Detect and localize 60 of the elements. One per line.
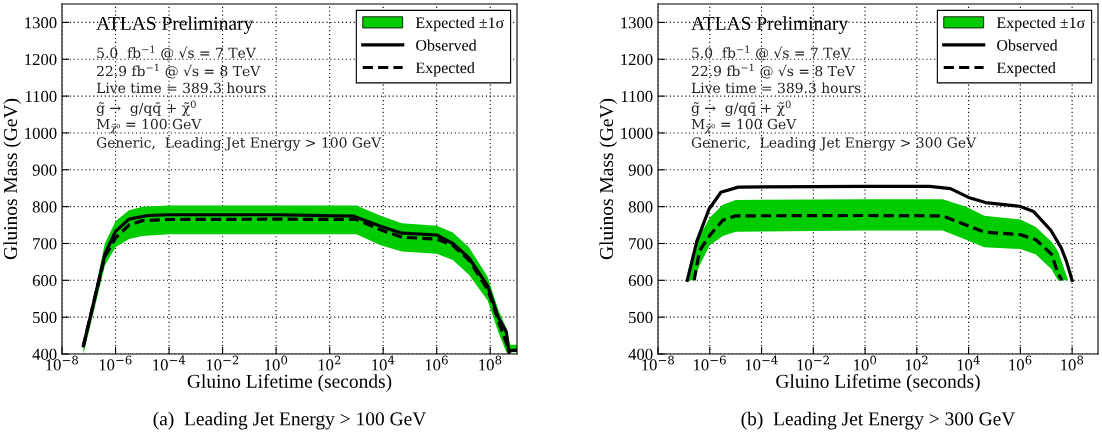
- y-tick-label: 800: [628, 201, 653, 213]
- y-tick-label: 1000: [25, 127, 57, 139]
- x-tick-label: 10$^{6}$: [425, 355, 448, 371]
- annotation: 22.9 fb$^{−1}$ @ √s = 8 TeV: [691, 63, 856, 79]
- x-tick-label: 10$^{6}$: [1009, 355, 1032, 371]
- x-tick-label: 10$^{−2}$: [206, 355, 239, 371]
- y-tick-label: 1200: [25, 53, 57, 66]
- legend-label: Expected: [996, 62, 1056, 77]
- legend-label: Expected ±1σ: [996, 16, 1085, 32]
- y-tick-label: 500: [629, 311, 653, 324]
- y-tick-label: 1300: [621, 17, 653, 29]
- annotation: ATLAS Preliminary: [691, 16, 849, 34]
- y-tick-label: 600: [32, 275, 57, 287]
- y-tick-label: 1100: [25, 90, 57, 103]
- y-tick-label: 1000: [621, 127, 653, 139]
- y-tick-label: 1300: [25, 17, 57, 29]
- y-tick-label: 700: [33, 238, 57, 250]
- y-tick-label: 600: [628, 275, 653, 287]
- y-axis-title: Gluinos Mass (GeV): [599, 98, 618, 260]
- y-tick-label: 800: [32, 201, 57, 213]
- x-tick-label: 10$^{−2}$: [797, 355, 829, 371]
- annotation: Generic, Leading Jet Energy > 100 GeV: [96, 137, 382, 151]
- annotation: Generic, Leading Jet Energy > 300 GeV: [691, 137, 977, 151]
- annotation: M$_{χ̃⁰}$ = 100 GeV: [691, 118, 797, 134]
- y-tick-label: 1100: [621, 90, 653, 103]
- x-tick-label: 10$^{−4}$: [745, 355, 778, 371]
- x-tick-label: 10$^{0}$: [854, 355, 877, 371]
- text: (a) Leading Jet Energy > 100 GeV: [153, 411, 427, 430]
- annotation: 5.0 fb$^{−1}$ @ √s = 7 TeV: [692, 45, 851, 61]
- y-tick-label: 900: [628, 164, 653, 176]
- annotation: Live time = 389.3 hours: [691, 82, 861, 94]
- y-tick-label: 900: [32, 164, 57, 176]
- x-tick-label: 10$^{4}$: [957, 355, 980, 371]
- legend-label: Expected ±1σ: [415, 16, 504, 32]
- x-tick-label: 10$^{8}$: [479, 355, 502, 371]
- legend-label: Observed: [997, 39, 1058, 51]
- annotation: g̃ → g/qq̄ + χ̃$^{0}$: [691, 100, 791, 116]
- annotation: 22.9 fb$^{−1}$ @ √s = 8 TeV: [97, 63, 261, 79]
- x-tick-label: 10$^{−6}$: [99, 355, 132, 371]
- annotation: 5.0 fb$^{−1}$ @ √s = 7 TeV: [97, 45, 257, 61]
- text: (b) Leading Jet Energy > 300 GeV: [741, 411, 1016, 430]
- x-tick-label: 10$^{2}$: [318, 355, 341, 371]
- x-tick-label: 10$^{−6}$: [693, 355, 726, 371]
- annotation: Live time = 389.3 hours: [96, 82, 266, 94]
- annotation: ATLAS Preliminary: [96, 16, 254, 34]
- x-tick-label: 10$^{8}$: [1061, 355, 1084, 371]
- x-tick-label: 10$^{2}$: [905, 355, 928, 371]
- x-axis-title: Gluino Lifetime (seconds): [776, 373, 980, 392]
- legend-label: Observed: [416, 39, 477, 51]
- x-tick-label: 10$^{0}$: [265, 355, 288, 371]
- x-tick-label: 10$^{4}$: [372, 355, 395, 371]
- y-tick-label: 1200: [621, 53, 653, 66]
- x-axis-title: Gluino Lifetime (seconds): [187, 373, 392, 392]
- x-tick-label: 10$^{−4}$: [153, 355, 186, 371]
- annotation: g̃ → g/qq̄ + χ̃$^{0}$: [96, 100, 196, 116]
- annotation: M$_{χ̃⁰}$ = 100 GeV: [96, 118, 202, 134]
- legend-label: Expected: [415, 62, 475, 77]
- y-tick-label: 500: [33, 311, 57, 324]
- y-axis-title: Gluinos Mass (GeV): [3, 98, 22, 260]
- y-tick-label: 700: [629, 238, 653, 250]
